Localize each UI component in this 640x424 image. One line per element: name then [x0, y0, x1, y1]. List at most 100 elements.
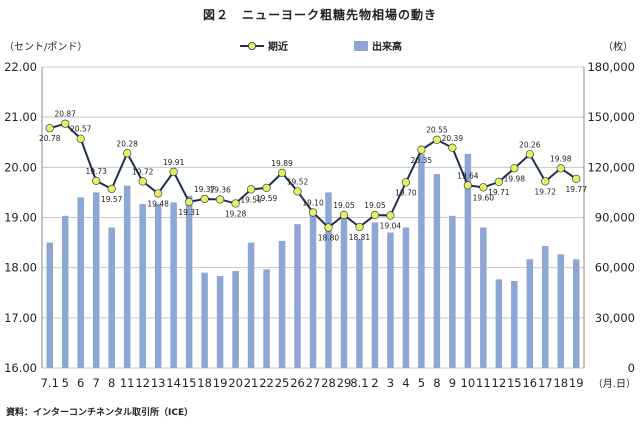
price-data-label: 19.31 [178, 208, 200, 217]
volume-bar [542, 245, 549, 368]
left-tick-label: 17.00 [4, 311, 37, 325]
x-tick-label: 8.1 [350, 376, 368, 390]
volume-bar [356, 239, 363, 368]
price-data-label: 20.35 [411, 156, 433, 165]
volume-bar [557, 254, 565, 368]
x-tick-label: 12 [492, 376, 507, 390]
x-tick-label: 28 [321, 376, 336, 390]
left-axis-unit: （セント/ポンド） [4, 41, 87, 53]
right-tick-label: 120,000 [587, 160, 635, 174]
price-data-label: 19.64 [457, 171, 479, 180]
volume-bar [232, 271, 239, 368]
price-point [308, 208, 318, 217]
left-tick-label: 18.00 [4, 261, 37, 275]
price-data-label: 19.98 [550, 154, 572, 163]
x-tick-label: 19 [569, 376, 584, 390]
price-data-label: 19.72 [535, 187, 557, 196]
price-point [417, 145, 426, 154]
right-tick-label: 0 [628, 361, 635, 375]
x-tick-label: 8 [108, 376, 115, 390]
x-axis-unit: （月.日） [593, 378, 636, 390]
right-tick-label: 30,000 [595, 311, 635, 325]
x-tick-label: 19 [213, 376, 228, 390]
price-point [448, 143, 457, 152]
volume-bar [433, 174, 441, 368]
x-tick-label: 5 [418, 376, 425, 390]
right-tick-label: 150,000 [587, 110, 635, 124]
x-axis-ticks: 7.1 5 6 7 8 11 12 13 14 15 18 19 20 21 22 25 26 27 28 29 8.1… [41, 376, 584, 390]
price-data-label: 19.36 [209, 185, 231, 194]
price-point [401, 178, 411, 187]
price-data-label: 19.10 [302, 198, 324, 207]
price-data-label: 20.28 [116, 139, 138, 148]
price-data-label: 19.37 [194, 185, 216, 194]
left-tick-label: 19.00 [4, 211, 37, 225]
x-tick-label: 13 [151, 376, 166, 390]
left-tick-label: 22.00 [4, 60, 37, 74]
price-data-label: 19.60 [473, 193, 495, 202]
x-tick-label: 18 [197, 376, 212, 390]
price-data-label: 18.81 [349, 233, 371, 242]
volume-bar [61, 215, 69, 368]
price-data-label: 18.80 [318, 234, 340, 243]
x-tick-label: 6 [77, 376, 84, 390]
price-data-label: 19.91 [163, 158, 185, 167]
price-point [324, 223, 333, 232]
price-point [355, 222, 364, 232]
left-tick-label: 21.00 [4, 110, 37, 124]
x-tick-label: 17 [538, 376, 553, 390]
x-tick-label: 16 [522, 376, 537, 390]
legend-marker-swatch [247, 42, 256, 51]
price-point [107, 184, 116, 194]
price-point [510, 164, 519, 173]
price-data-label: 19.71 [488, 188, 510, 197]
x-tick-label: 14 [166, 376, 181, 390]
chart-title: 図２ ニューヨーク粗糖先物相場の動き [202, 8, 437, 22]
x-tick-label: 25 [275, 376, 290, 390]
volume-bar [108, 227, 115, 368]
volume-bar [340, 217, 348, 368]
price-data-label: 19.57 [101, 195, 123, 204]
volume-bar [402, 227, 410, 368]
price-data-label: 19.73 [85, 167, 107, 176]
price-data-label: 20.87 [54, 110, 76, 119]
x-tick-label: 5 [62, 376, 69, 390]
source-note: 資料：インターコンチネンタル取引所（ICE） [6, 408, 194, 418]
x-tick-label: 12 [135, 376, 150, 390]
volume-bar [480, 227, 487, 368]
legend-bar-swatch [354, 41, 368, 51]
volume-bar [123, 185, 131, 368]
price-point [138, 177, 147, 186]
volume-bar [247, 242, 255, 368]
price-data-label: 19.72 [132, 167, 154, 176]
volume-bar [573, 259, 580, 368]
volume-bar [170, 202, 177, 368]
price-data-label: 19.89 [271, 159, 293, 168]
price-point [525, 150, 534, 159]
price-points [45, 119, 581, 232]
x-tick-label: 9 [449, 376, 456, 390]
price-point [494, 177, 503, 186]
volume-bar [309, 214, 317, 368]
volume-bar [511, 281, 518, 368]
price-data-label: 19.77 [566, 185, 588, 194]
right-tick-label: 60,000 [595, 261, 635, 275]
left-tick-label: 20.00 [4, 160, 37, 174]
x-tick-label: 4 [402, 376, 409, 390]
price-point [200, 194, 209, 204]
price-point [262, 183, 271, 193]
price-point [92, 176, 101, 185]
x-tick-label: 7 [93, 376, 100, 390]
price-data-label: 20.26 [519, 140, 541, 149]
volume-bar [294, 224, 301, 368]
volume-bar [185, 195, 193, 368]
price-data-label: 19.70 [395, 188, 417, 197]
volume-bar [495, 279, 503, 368]
price-point [246, 185, 256, 194]
price-point [572, 174, 581, 183]
price-point [215, 195, 225, 204]
x-tick-label: 15 [182, 376, 197, 390]
price-point [123, 149, 132, 158]
x-tick-label: 3 [387, 376, 394, 390]
right-axis-ticks: 0 30,000 60,000 90,000 120,000 150,000 180,000 [587, 60, 635, 375]
